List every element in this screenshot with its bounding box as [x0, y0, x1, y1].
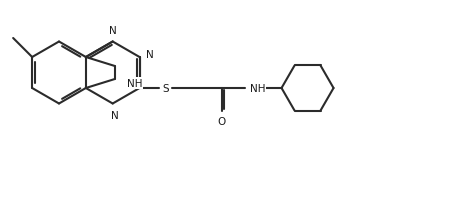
Text: NH: NH — [250, 84, 266, 94]
Text: O: O — [218, 116, 226, 126]
Text: N: N — [111, 110, 119, 120]
Text: NH: NH — [127, 79, 143, 89]
Text: N: N — [109, 26, 117, 36]
Text: S: S — [162, 84, 169, 94]
Text: N: N — [146, 50, 154, 60]
